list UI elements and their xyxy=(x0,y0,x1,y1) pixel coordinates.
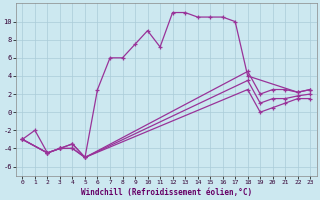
X-axis label: Windchill (Refroidissement éolien,°C): Windchill (Refroidissement éolien,°C) xyxy=(81,188,252,197)
